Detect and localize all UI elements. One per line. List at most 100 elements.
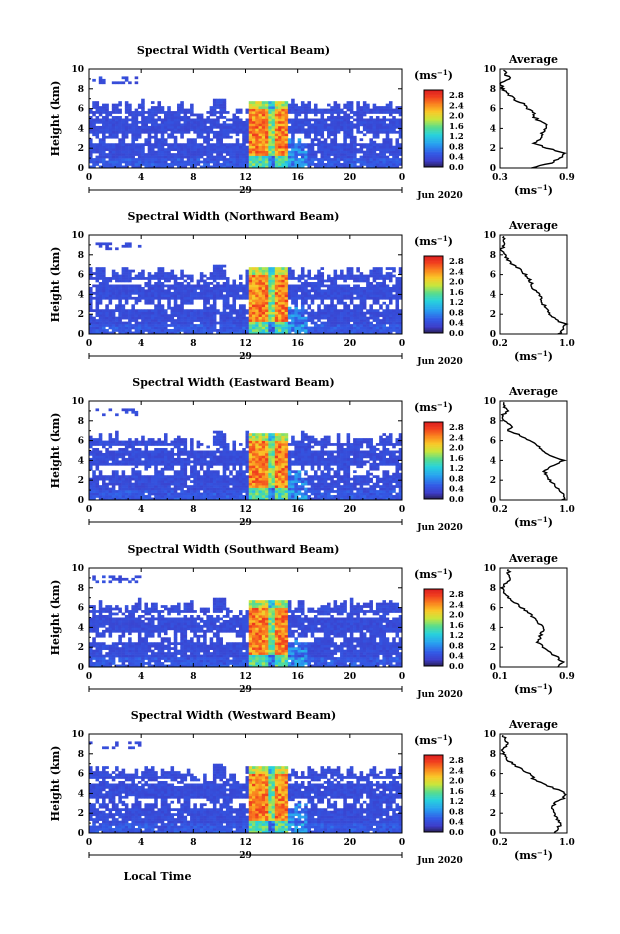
heatmap-cell [112, 275, 116, 278]
heatmap-cell [255, 319, 259, 322]
heatmap-cell [203, 121, 207, 124]
heatmap-cell [298, 329, 302, 332]
heatmap-cell [92, 111, 96, 114]
heatmap-cell [157, 453, 161, 456]
heatmap-cell [184, 322, 188, 325]
heatmap-cell [340, 297, 344, 300]
heatmap-cell [109, 480, 113, 483]
heatmap-cell [135, 292, 139, 295]
heatmap-cell [144, 302, 148, 305]
heatmap-cell [203, 119, 207, 122]
heatmap-cell [376, 309, 380, 312]
heatmap-cell [320, 280, 324, 283]
heatmap-cell [141, 460, 145, 463]
heatmap-cell [161, 136, 165, 139]
heatmap-cell [135, 470, 139, 473]
heatmap-cell [219, 277, 223, 280]
heatmap-cell [369, 131, 373, 134]
heatmap-cell [206, 116, 210, 119]
heatmap-cell [232, 146, 236, 149]
heatmap-cell [259, 272, 263, 275]
heatmap-cell [167, 319, 171, 322]
heatmap-cell [324, 329, 328, 332]
heatmap-cell [102, 111, 106, 114]
heatmap-cell [301, 282, 305, 285]
heatmap-cell [389, 302, 393, 305]
heatmap-cell [314, 114, 318, 117]
heatmap-cell [193, 294, 197, 297]
heatmap-cell [92, 161, 96, 164]
heatmap-cell [131, 468, 135, 471]
heatmap-cell [386, 327, 390, 330]
heatmap-cell [216, 111, 220, 114]
heatmap-cell [105, 478, 109, 481]
heatmap-cell [298, 131, 302, 134]
heatmap-cell [360, 275, 364, 278]
heatmap-cell [363, 111, 367, 114]
heatmap-cell [366, 324, 370, 327]
heatmap-cell [268, 123, 272, 126]
average-unit-close: ) [548, 184, 553, 197]
heatmap-cell [294, 156, 298, 159]
heatmap-cell [200, 280, 204, 283]
heatmap-cell [249, 267, 253, 270]
heatmap-cell [177, 324, 181, 327]
heatmap-cell [219, 99, 223, 102]
heatmap-cell [363, 324, 367, 327]
heatmap-cell [281, 163, 285, 166]
heatmap-cell [311, 312, 315, 315]
heatmap-cell [389, 267, 393, 270]
heatmap-cell [219, 292, 223, 295]
heatmap-cell [135, 126, 139, 129]
heatmap-cell [148, 443, 152, 446]
heatmap-cell [334, 123, 338, 126]
heatmap-cell [275, 121, 279, 124]
heatmap-cell [135, 285, 139, 288]
heatmap-cell [392, 314, 396, 317]
heatmap-cell [327, 161, 331, 164]
heatmap-cell [265, 158, 269, 161]
heatmap-cell [99, 242, 103, 245]
heatmap-cell [148, 493, 152, 496]
heatmap-cell [92, 133, 96, 136]
heatmap-cell [148, 151, 152, 154]
heatmap-cell [301, 312, 305, 315]
heatmap-cell [151, 116, 155, 119]
heatmap-cell [164, 312, 168, 315]
heatmap-cell [301, 299, 305, 302]
heatmap-cell [193, 121, 197, 124]
heatmap-cell [294, 146, 298, 149]
heatmap-cell [275, 292, 279, 295]
heatmap-cell [141, 294, 145, 297]
heatmap-cell [89, 299, 93, 302]
heatmap-cell [317, 312, 321, 315]
heatmap-cell [197, 161, 201, 164]
heatmap-cell [343, 123, 347, 126]
heatmap-cell [360, 106, 364, 109]
heatmap-cell [379, 153, 383, 156]
heatmap-cell [219, 163, 223, 166]
heatmap-cell [340, 314, 344, 317]
heatmap-cell [151, 156, 155, 159]
heatmap-cell [157, 490, 161, 493]
average-x-tick-label: 0.9 [559, 173, 575, 183]
heatmap-cell [242, 161, 246, 164]
heatmap-cell [272, 275, 276, 278]
heatmap-cell [350, 270, 354, 273]
heatmap-cell [128, 312, 132, 315]
heatmap-cell [314, 163, 318, 166]
heatmap-cell [105, 490, 109, 493]
heatmap-cell [262, 153, 266, 156]
heatmap-cell [259, 101, 263, 104]
heatmap-cell [265, 111, 269, 114]
heatmap-cell [99, 438, 103, 441]
heatmap-cell [278, 158, 282, 161]
heatmap-cell [255, 285, 259, 288]
heatmap-cell [216, 163, 220, 166]
heatmap-cell [389, 141, 393, 144]
heatmap-cell [334, 294, 338, 297]
heatmap-cell [122, 460, 126, 463]
heatmap-cell [395, 280, 399, 283]
heatmap-cell [216, 297, 220, 300]
heatmap-cell [174, 307, 178, 310]
